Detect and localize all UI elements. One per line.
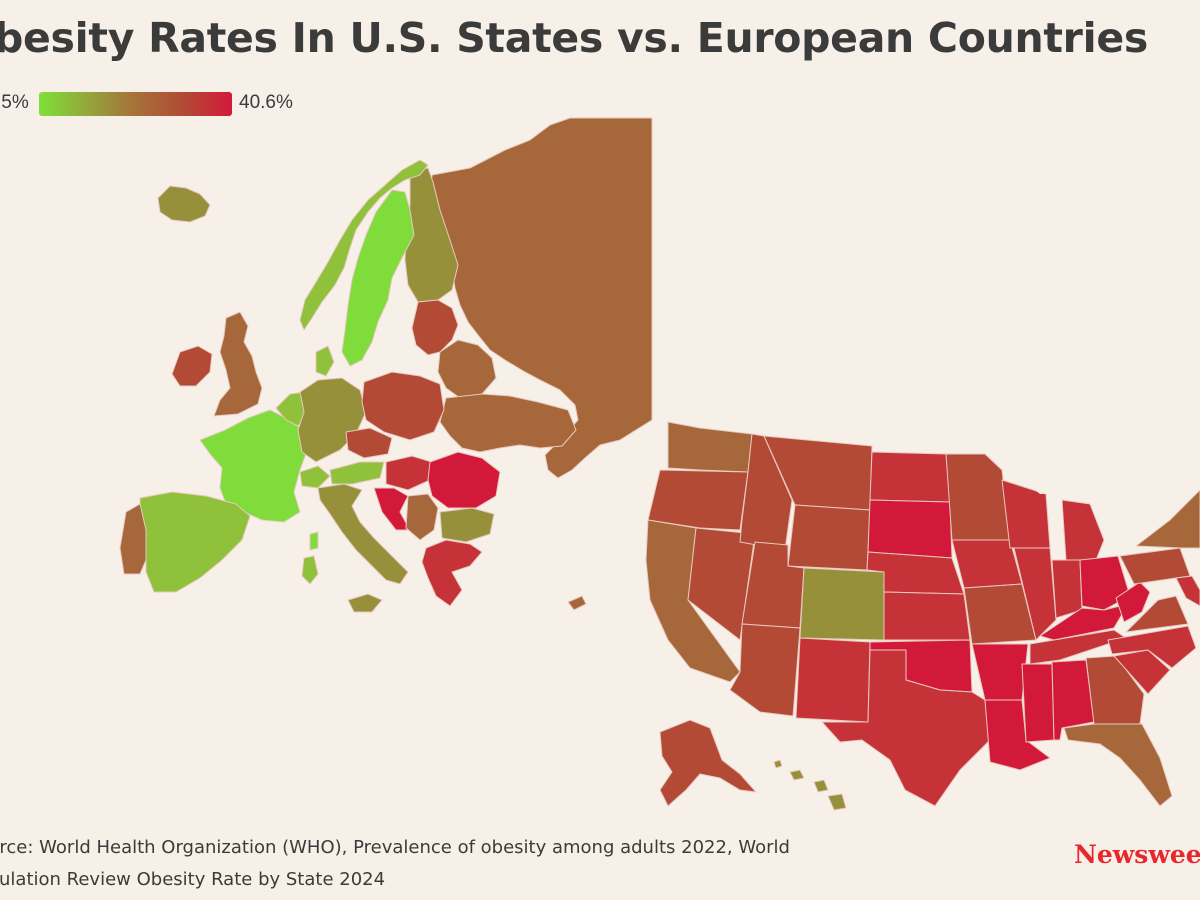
region-corsica [309, 531, 319, 551]
region-florida [1063, 723, 1173, 807]
region-michigan [1061, 499, 1105, 561]
legend-max-label: 40.6% [239, 92, 293, 113]
region-iceland [157, 185, 211, 223]
legend-color-bar [39, 92, 232, 116]
source-line-1: urce: World Health Organization (WHO), P… [0, 837, 790, 858]
region-hungary [385, 455, 433, 491]
region-louisiana [984, 699, 1051, 771]
us-map [645, 421, 1200, 811]
region-czechia [345, 427, 393, 459]
region-maryland [1175, 575, 1200, 607]
region-texas [821, 649, 991, 807]
great-lakes [1030, 484, 1130, 552]
region-kansas [883, 591, 971, 641]
region-switzerland [299, 465, 331, 489]
source-line-2: oulation Review Obesity Rate by State 20… [0, 869, 386, 890]
region-croatia [373, 487, 411, 531]
region-indiana [1051, 559, 1083, 619]
region-bulgaria [439, 507, 495, 543]
region-georgia [1085, 655, 1145, 725]
region-south-dakota [867, 499, 953, 559]
newsweek-logo: Newswee [1074, 840, 1200, 869]
region-north-dakota [869, 451, 951, 503]
region-sweden [341, 189, 415, 367]
region-illinois [1013, 547, 1057, 641]
source-note: urce: World Health Organization (WHO), P… [0, 832, 998, 896]
europe-map [119, 117, 653, 613]
region-spain [139, 491, 251, 593]
region-sicily [347, 593, 383, 613]
region-wyoming [787, 504, 871, 571]
region-baltics [411, 299, 459, 356]
region-great-britain [213, 311, 263, 417]
region-poland [361, 371, 445, 441]
region-sardinia [301, 555, 319, 585]
region-new-york [1135, 489, 1200, 549]
legend-min-label: .5% [0, 92, 29, 113]
region-greece [421, 539, 483, 607]
region-nevada [687, 527, 756, 641]
region-portugal [119, 503, 147, 575]
region-colorado [799, 567, 885, 641]
region-romania [427, 451, 501, 509]
region-serbia [405, 493, 439, 541]
region-denmark [315, 345, 335, 377]
region-austria [329, 461, 385, 485]
region-belarus [437, 339, 497, 399]
region-italy [317, 483, 409, 585]
region-north-carolina [1107, 625, 1197, 669]
region-new-mexico [795, 637, 871, 723]
region-south-carolina [1113, 649, 1171, 695]
region-west-virginia [1115, 581, 1151, 623]
region-washington [667, 421, 753, 473]
region-oregon [647, 469, 749, 531]
map-title: besity Rates In U.S. States vs. European… [0, 14, 1148, 62]
region-arizona [729, 623, 801, 717]
region-virginia [1125, 595, 1189, 633]
region-hawaii [773, 759, 847, 811]
region-arkansas [971, 643, 1029, 701]
region-norway [299, 159, 429, 331]
region-ukraine [439, 393, 577, 453]
region-ireland [171, 345, 213, 387]
region-minnesota [945, 453, 1011, 541]
region-france [199, 409, 309, 523]
region-alaska [659, 719, 757, 807]
region-mississippi [1021, 663, 1055, 743]
region-cyprus [567, 595, 587, 611]
